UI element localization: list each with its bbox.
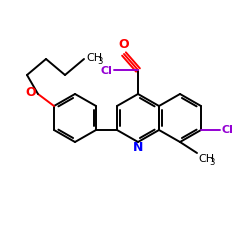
Text: Cl: Cl	[100, 66, 112, 76]
Text: N: N	[133, 141, 143, 154]
Text: CH: CH	[198, 154, 214, 164]
Text: O: O	[119, 38, 129, 51]
Text: O: O	[26, 86, 36, 100]
Text: 3: 3	[209, 158, 214, 167]
Text: 3: 3	[97, 58, 102, 66]
Text: Cl: Cl	[222, 125, 234, 135]
Text: CH: CH	[86, 53, 102, 63]
